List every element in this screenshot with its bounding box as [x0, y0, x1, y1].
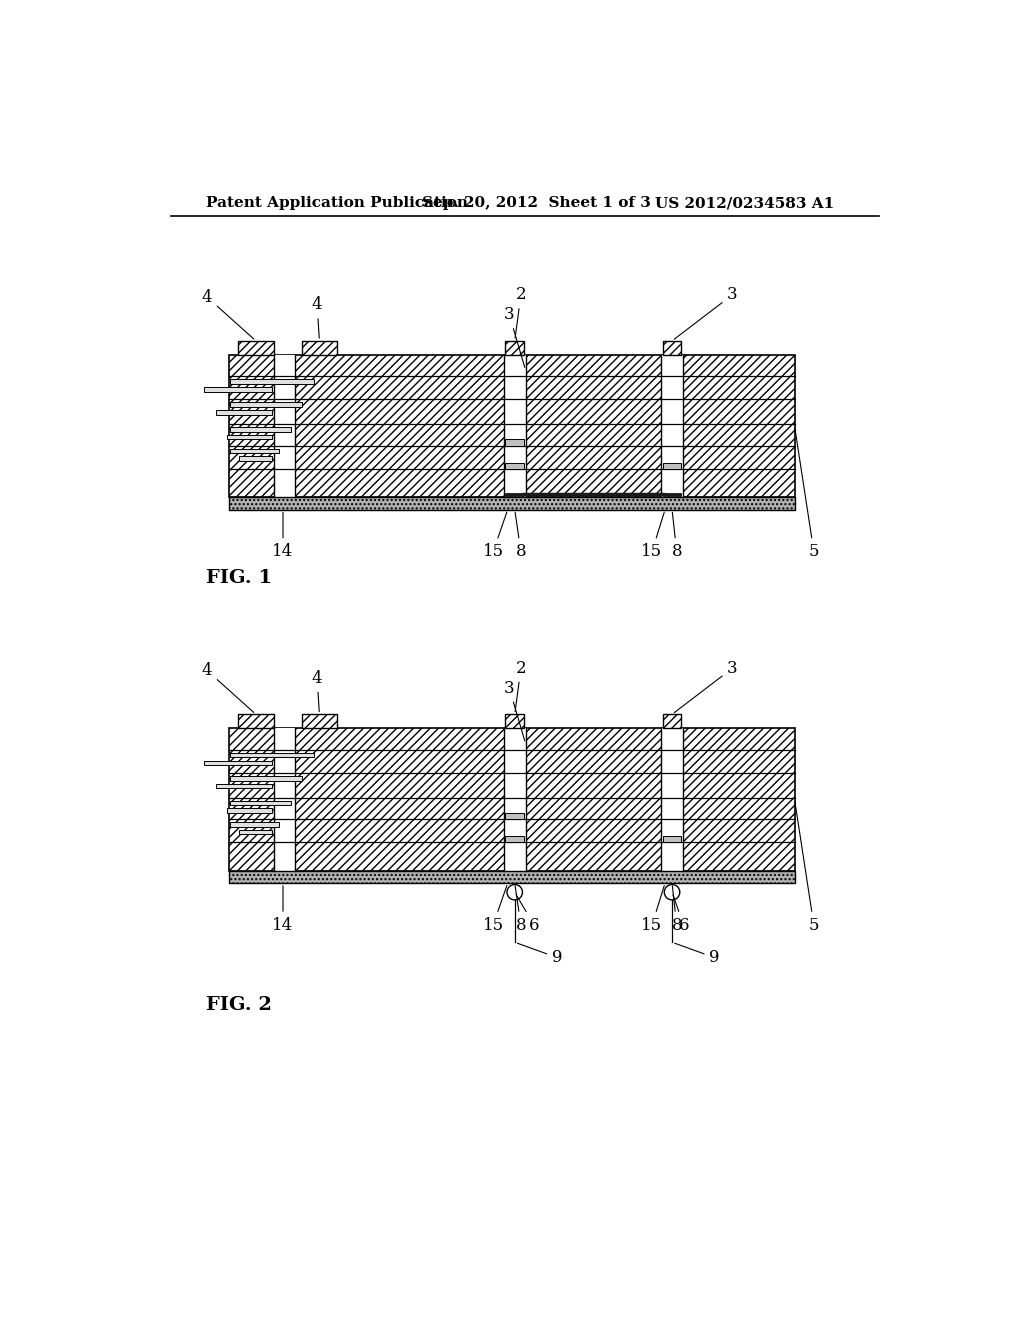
Bar	[204, 387, 272, 392]
Text: 3: 3	[504, 306, 524, 367]
Bar	[663, 714, 681, 729]
Text: FIG. 1: FIG. 1	[206, 569, 271, 587]
Bar	[230, 403, 302, 407]
Bar	[663, 836, 681, 842]
Text: 6: 6	[516, 895, 540, 933]
Text: 6: 6	[673, 895, 689, 933]
Bar	[506, 714, 524, 729]
Bar	[239, 830, 272, 834]
Bar	[227, 434, 272, 440]
Bar	[204, 760, 272, 766]
Text: 5: 5	[795, 801, 819, 933]
Text: FIG. 2: FIG. 2	[206, 997, 271, 1014]
Text: 2: 2	[515, 660, 526, 711]
Text: 3: 3	[674, 660, 738, 713]
Bar	[504, 729, 525, 871]
Text: 4: 4	[202, 661, 254, 713]
Text: 14: 14	[272, 886, 294, 933]
Bar	[663, 462, 681, 469]
Bar	[238, 714, 273, 729]
Bar	[506, 462, 524, 469]
Bar	[230, 752, 314, 758]
Bar	[662, 355, 683, 498]
Text: 4: 4	[311, 669, 323, 711]
Bar	[273, 355, 295, 498]
Bar	[230, 800, 291, 805]
Bar	[506, 440, 524, 446]
Bar	[230, 822, 280, 826]
Text: 4: 4	[311, 296, 323, 338]
Bar	[228, 498, 795, 510]
Text: 2: 2	[515, 286, 526, 338]
Bar	[216, 411, 272, 414]
Bar	[228, 729, 795, 871]
Bar	[230, 449, 280, 453]
Text: 15: 15	[641, 886, 665, 933]
Text: US 2012/0234583 A1: US 2012/0234583 A1	[655, 197, 835, 210]
Bar	[302, 341, 337, 355]
Bar	[506, 492, 524, 496]
Text: 4: 4	[202, 289, 254, 339]
Bar	[239, 457, 272, 461]
Bar	[230, 379, 314, 384]
Bar	[216, 784, 272, 788]
Bar	[228, 355, 795, 498]
Text: 3: 3	[674, 286, 738, 339]
Text: 9: 9	[675, 944, 720, 966]
Bar	[227, 808, 272, 813]
Bar	[662, 729, 683, 871]
Text: 3: 3	[504, 680, 524, 741]
Text: 15: 15	[482, 886, 507, 933]
Bar	[506, 836, 524, 842]
Text: 8: 8	[515, 512, 526, 561]
Bar	[230, 428, 291, 432]
Bar	[506, 341, 524, 355]
Bar	[663, 492, 681, 496]
Text: 5: 5	[795, 428, 819, 561]
Bar	[302, 714, 337, 729]
Text: 8: 8	[672, 512, 682, 561]
Text: 15: 15	[482, 512, 507, 561]
Bar	[273, 729, 295, 871]
Text: 14: 14	[272, 512, 294, 561]
Bar	[504, 355, 525, 498]
Bar	[228, 871, 795, 883]
Bar	[230, 776, 302, 780]
Bar	[663, 341, 681, 355]
Text: 8: 8	[672, 886, 682, 933]
Text: Sep. 20, 2012  Sheet 1 of 3: Sep. 20, 2012 Sheet 1 of 3	[423, 197, 651, 210]
Text: 15: 15	[641, 512, 665, 561]
Text: 8: 8	[515, 886, 526, 933]
Bar	[238, 341, 273, 355]
Text: 9: 9	[517, 944, 562, 966]
Bar	[506, 813, 524, 818]
Text: Patent Application Publication: Patent Application Publication	[206, 197, 468, 210]
